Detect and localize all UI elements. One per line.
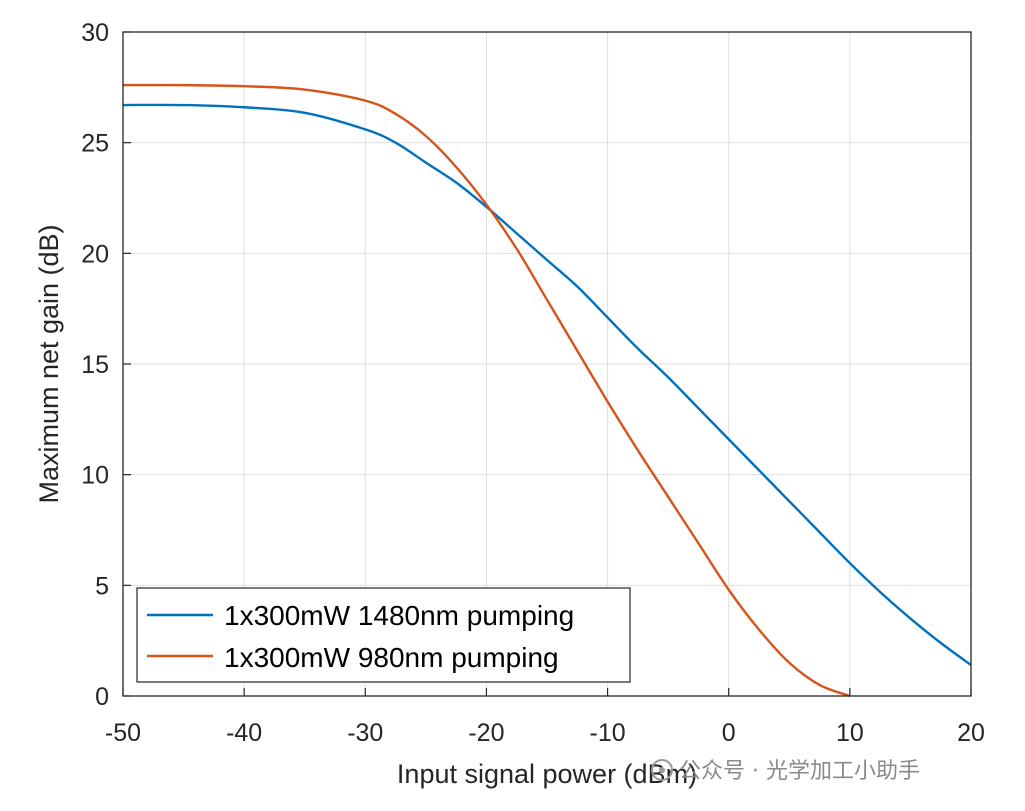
- y-tick-label: 25: [81, 130, 109, 158]
- grid: [123, 32, 971, 696]
- x-tick-label: -50: [105, 719, 141, 747]
- x-tick-label: -10: [590, 719, 626, 747]
- x-tick-label: -30: [347, 719, 383, 747]
- y-tick-label: 5: [95, 572, 109, 600]
- y-tick-label: 0: [95, 683, 109, 711]
- y-tick-label: 20: [81, 240, 109, 268]
- x-tick-label: -20: [468, 719, 504, 747]
- tick-labels: -50 -40 -30 -20 -10 0 10 20 0 5 10 15 20 25 30: [81, 19, 985, 747]
- y-tick-label: 30: [81, 19, 109, 47]
- y-tick-label: 15: [81, 351, 109, 379]
- legend-box: [136, 587, 631, 683]
- legend: 1x300mW 1480nm pumping 1x300mW 980nm pum…: [136, 587, 631, 683]
- x-tick-label: 0: [722, 719, 736, 747]
- watermark-logo-icon: [651, 759, 673, 781]
- x-tick-label: 10: [836, 719, 864, 747]
- y-tick-label: 10: [81, 462, 109, 490]
- x-tick-label: 20: [957, 719, 985, 747]
- watermark-logo-dot: [659, 767, 665, 773]
- series-line-1480nm: [122, 103, 972, 666]
- ticks: [122, 31, 972, 697]
- watermark-text: 公众号 · 光学加工小助手: [679, 759, 920, 784]
- series-line-980nm: [122, 83, 851, 698]
- legend-label-1480: 1x300mW 1480nm pumping: [224, 600, 574, 631]
- y-axis-label: Maximum net gain (dB): [34, 224, 64, 503]
- x-axis-label: Input signal power (dBm): [397, 759, 697, 789]
- legend-label-980: 1x300mW 980nm pumping: [224, 642, 559, 673]
- series-group: [122, 83, 972, 698]
- watermark: 公众号 · 光学加工小助手: [651, 759, 920, 784]
- x-tick-label: -40: [226, 719, 262, 747]
